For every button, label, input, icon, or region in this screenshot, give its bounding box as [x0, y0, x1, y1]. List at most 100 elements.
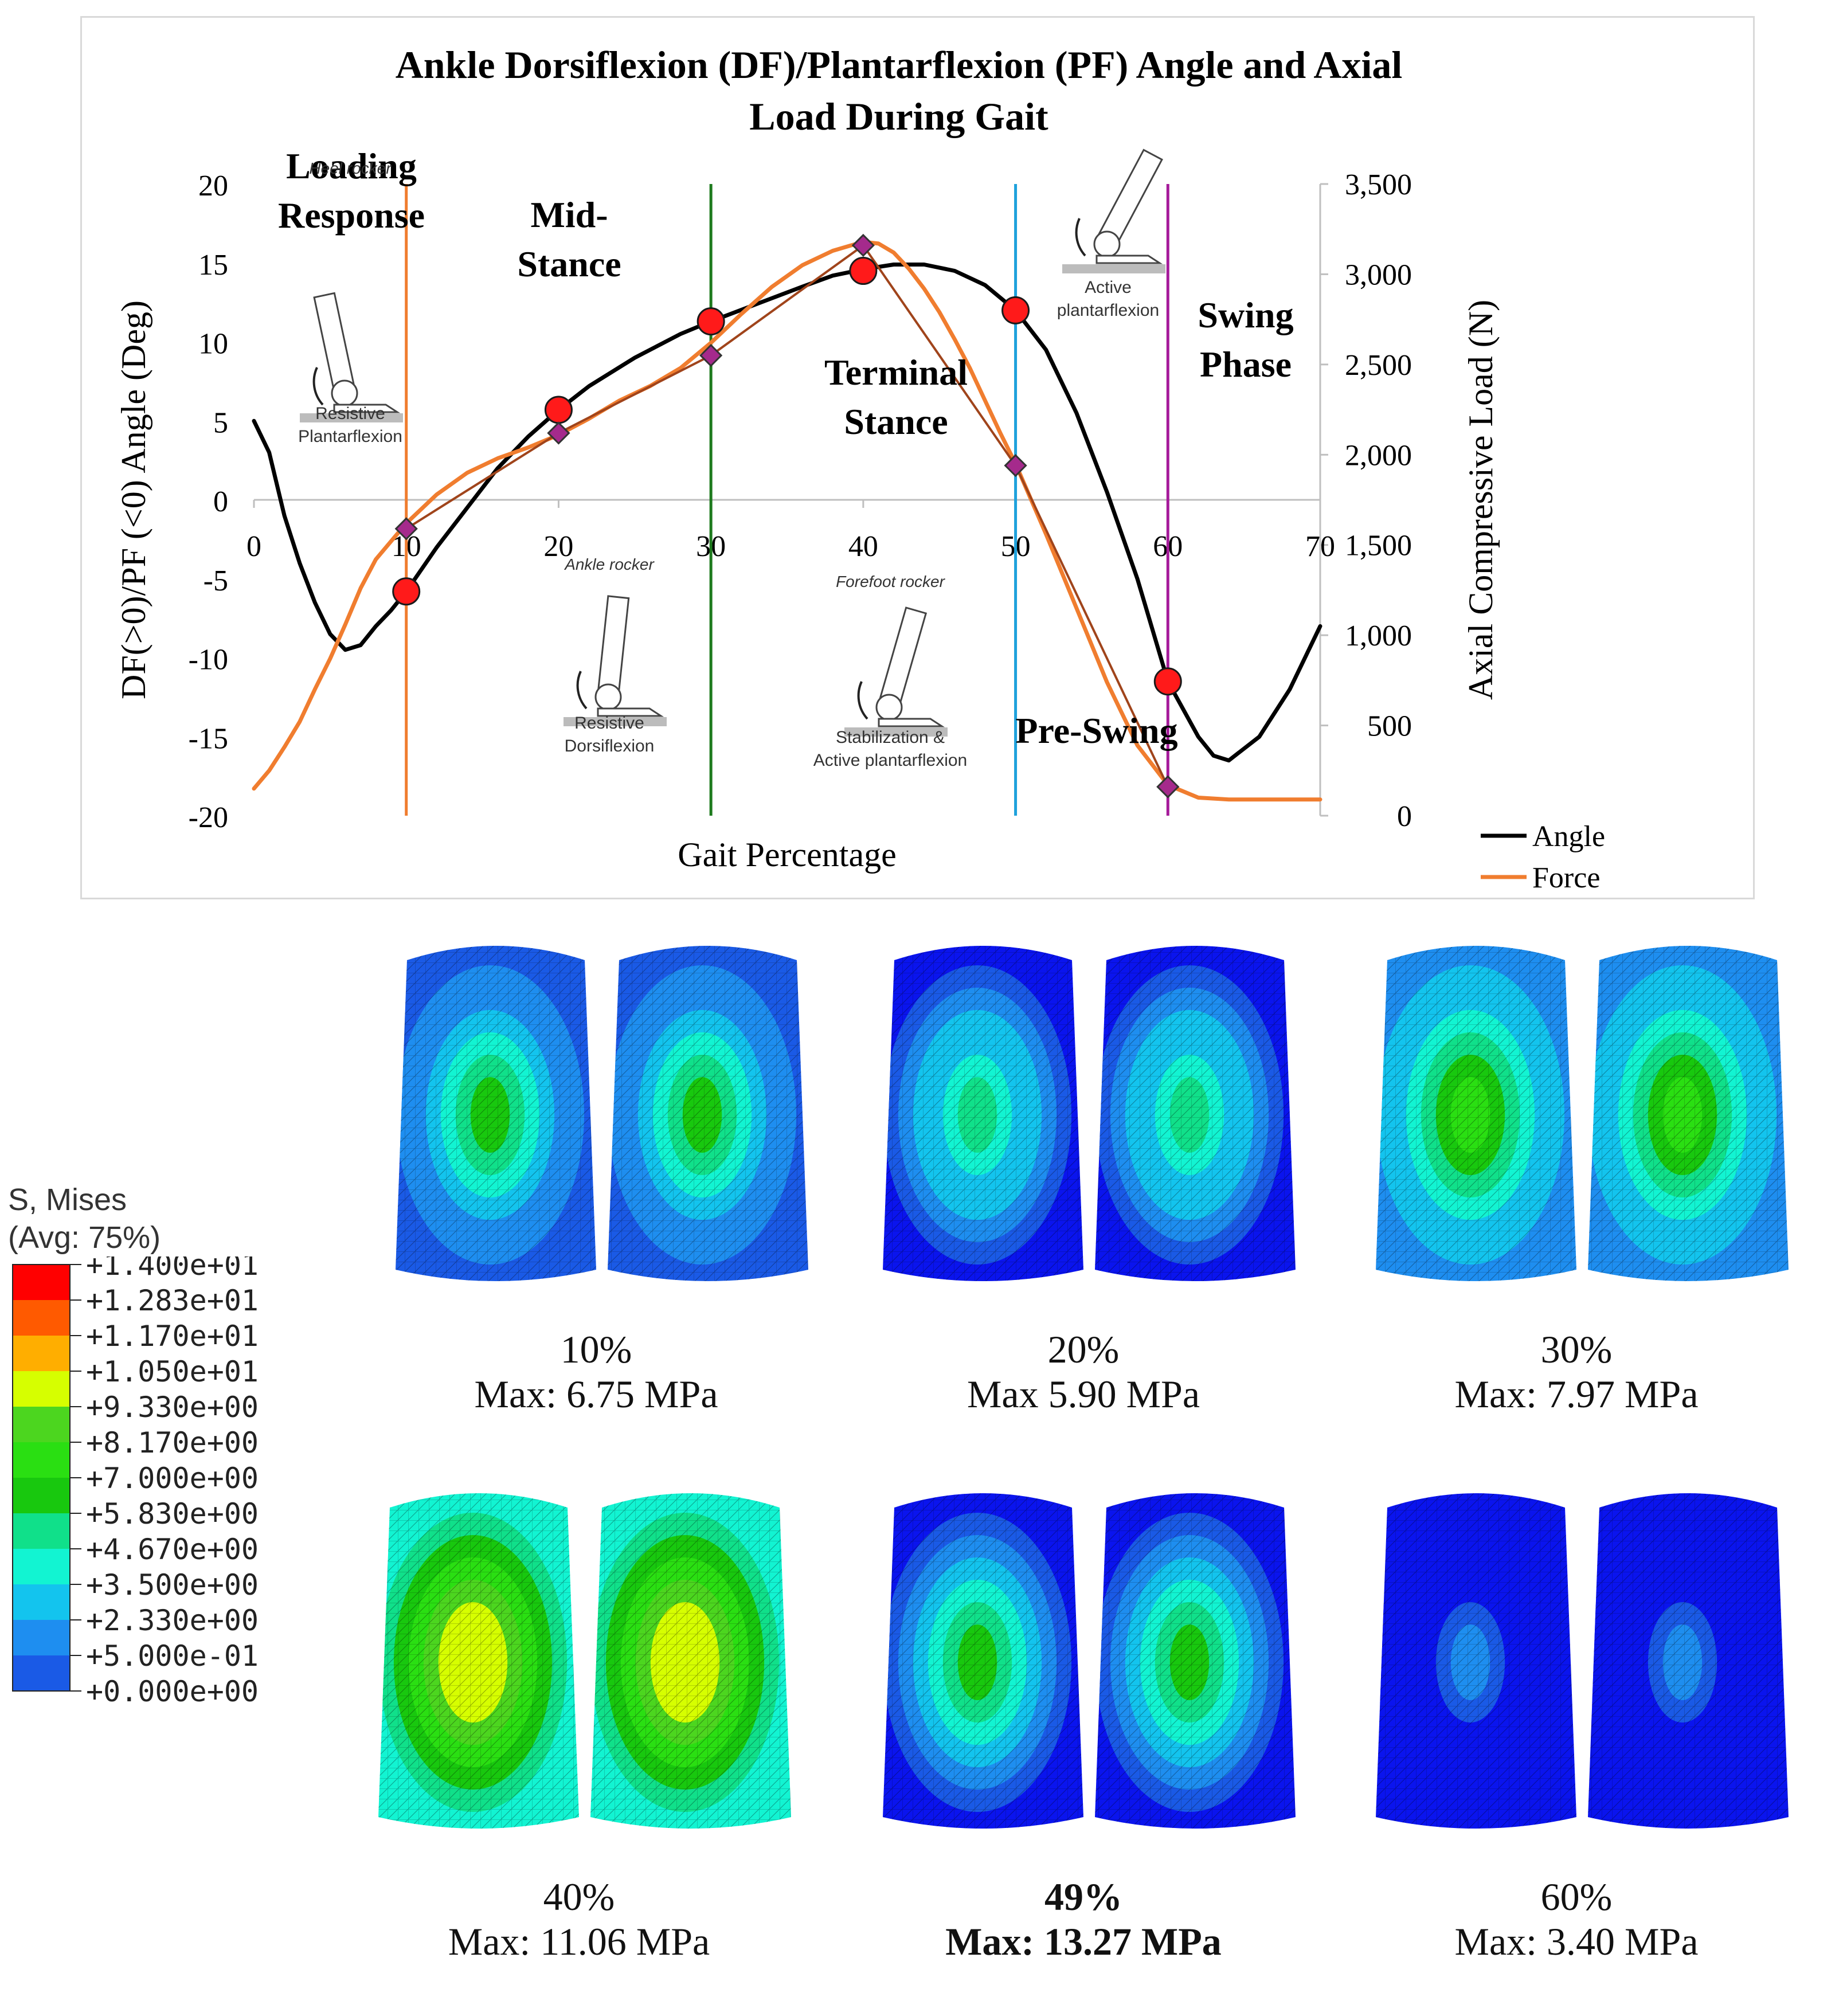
forefoot-rocker-figure — [844, 606, 948, 737]
phase-label: Phase — [1200, 344, 1292, 385]
fem-max-stress: Max: 6.75 MPa — [474, 1372, 718, 1416]
shank-shape — [878, 606, 928, 708]
fem-caption: 60% Max: 3.40 MPa — [1370, 1874, 1783, 1964]
condyle-shape — [883, 1493, 1083, 1829]
fem-max-stress: Max: 13.27 MPa — [945, 1920, 1222, 1963]
fem-gait-percent: 40% — [543, 1875, 615, 1919]
stress-field — [1095, 946, 1296, 1281]
shank-shape — [597, 595, 630, 696]
angle-data-point — [544, 396, 573, 424]
legend-color-cell — [13, 1371, 70, 1407]
legend-color-cell — [13, 1513, 70, 1549]
force-data-point — [851, 233, 875, 257]
ankle-shape — [1093, 230, 1121, 258]
y-right-axis-title: Axial Compressive Load (N) — [1462, 300, 1500, 700]
x-tick-label: 0 — [246, 530, 261, 563]
legend-level-label: +1.400e+01 — [86, 1256, 259, 1282]
y-left-tick-label: 0 — [213, 486, 228, 518]
heel-rocker-figure — [300, 292, 403, 422]
condyle-shape — [608, 946, 808, 1281]
phase-label: Pre-Swing — [1015, 710, 1177, 751]
condyle-shape — [396, 946, 596, 1281]
legend-color-cell — [13, 1442, 70, 1478]
ankle-shape — [875, 694, 903, 721]
y-left-tick-label: 15 — [198, 249, 228, 281]
phase-label: Swing — [1198, 295, 1293, 335]
legend-level-label: +1.170e+01 — [86, 1320, 259, 1353]
angle-data-point — [849, 257, 878, 285]
y-left-tick-label: 20 — [198, 170, 228, 202]
leg-group — [597, 595, 630, 696]
stress-field — [883, 1493, 1083, 1829]
force-data-point — [1156, 775, 1180, 798]
phase-label: Terminal — [824, 352, 968, 393]
y-left-tick-label: -15 — [189, 722, 228, 755]
angle-data-point — [1001, 296, 1030, 324]
fem-stress-plot — [883, 1493, 1296, 1829]
inset-caption: Dorsiflexion — [565, 737, 655, 755]
chart-container: Ankle Dorsiflexion (DF)/Plantarflexion (… — [80, 16, 1755, 899]
inset-caption: Stabilization & — [836, 728, 945, 747]
ankle-shape — [331, 379, 358, 407]
ground-bar — [1062, 264, 1165, 273]
chart-title-line: Load During Gait — [749, 95, 1048, 138]
fem-max-stress: Max: 7.97 MPa — [1454, 1372, 1699, 1416]
y-right-tick-label: 2,000 — [1345, 439, 1412, 472]
fem-gait-percent: 20% — [1047, 1328, 1120, 1371]
foot-shape — [597, 707, 664, 717]
mesh-overlay — [1376, 1493, 1576, 1829]
fem-gait-percent: 49% — [1044, 1875, 1122, 1919]
y-right-tick-label: 1,000 — [1345, 620, 1412, 652]
legend-color-cell — [13, 1407, 70, 1442]
legend-color-cell — [13, 1336, 70, 1371]
fem-stress-plot — [378, 1493, 791, 1829]
shank-shape — [313, 292, 356, 394]
ground-bar — [300, 413, 403, 422]
legend-level-label: +4.670e+00 — [86, 1533, 259, 1566]
y-left-tick-label: 10 — [198, 328, 228, 361]
stress-field — [608, 946, 808, 1281]
force-data-point — [1004, 454, 1027, 477]
legend-label-angle: Angle — [1532, 820, 1605, 853]
fem-stress-plot — [1376, 946, 1789, 1281]
fem-caption: 10% Max: 6.75 MPa — [390, 1327, 803, 1416]
phase-label: Stance — [844, 401, 948, 442]
inset-caption: Resistive — [315, 404, 385, 423]
fem-gait-percent: 10% — [560, 1328, 632, 1371]
foot-shape — [333, 404, 401, 413]
x-tick-label: 70 — [1305, 530, 1335, 563]
mesh-overlay — [1095, 946, 1296, 1281]
inset-caption: Ankle rocker — [564, 555, 655, 573]
stress-field — [1588, 946, 1789, 1281]
mesh-overlay — [1376, 946, 1576, 1281]
legend-color-cell — [13, 1620, 70, 1655]
series-line-force-sampled — [405, 244, 1169, 788]
foot-shape — [1095, 255, 1163, 264]
rotation-arrow-icon — [312, 367, 324, 406]
inset-caption: Forefoot rocker — [836, 573, 946, 590]
legend-level-label: +3.500e+00 — [86, 1568, 259, 1602]
stress-field — [883, 946, 1083, 1281]
legend-level-label: +1.283e+01 — [86, 1284, 259, 1317]
stress-field — [1376, 1493, 1576, 1829]
legend-level-label: +0.000e+00 — [86, 1675, 259, 1708]
mesh-overlay — [378, 1493, 579, 1829]
mesh-overlay — [883, 946, 1083, 1281]
inset-caption: Resistive — [574, 714, 644, 733]
leg-group — [878, 606, 928, 708]
ankle-rocker-figure — [564, 595, 667, 726]
stress-color-bar: +1.400e+01+1.283e+01+1.170e+01+1.050e+01… — [12, 1248, 259, 1708]
y-right-tick-label: 500 — [1367, 710, 1412, 743]
condyle-shape — [378, 1493, 579, 1829]
fem-stress-plot — [883, 946, 1296, 1281]
y-right-tick-label: 0 — [1397, 800, 1412, 833]
legend-level-label: +5.000e-01 — [86, 1639, 259, 1673]
y-right-tick-label: 1,500 — [1345, 530, 1412, 562]
condyle-shape — [1588, 946, 1789, 1281]
legend-level-label: +2.330e+00 — [86, 1604, 259, 1637]
force-data-point — [699, 343, 723, 367]
y-right-tick-label: 2,500 — [1345, 349, 1412, 382]
condyle-shape — [590, 1493, 791, 1829]
force-data-point — [394, 517, 418, 541]
condyle-shape — [1095, 1493, 1296, 1829]
